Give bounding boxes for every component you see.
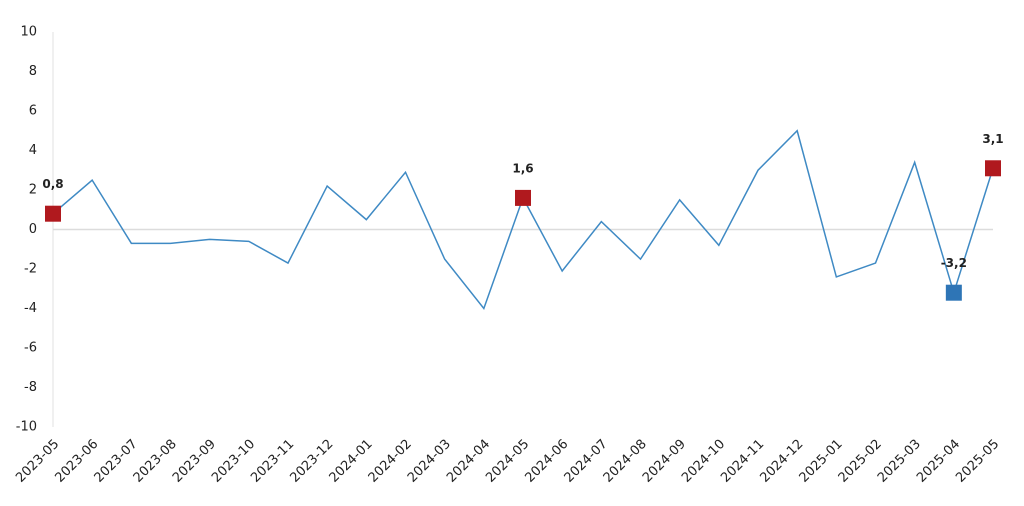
y-tick-label: -2 [24, 262, 37, 277]
value-label: 3,1 [982, 132, 1003, 146]
y-tick-label: 10 [20, 25, 37, 40]
value-label: 1,6 [512, 161, 533, 175]
y-tick-label: 8 [29, 64, 37, 79]
y-tick-label: -6 [24, 341, 37, 356]
y-tick-label: -10 [16, 420, 37, 435]
y-tick-label: -8 [24, 380, 37, 395]
marker [45, 205, 61, 222]
value-label: -3,2 [941, 256, 967, 270]
y-tick-label: 2 [29, 183, 37, 198]
y-tick-label: 0 [29, 222, 37, 237]
series-line [52, 129, 994, 311]
y-tick-label: -4 [24, 301, 37, 316]
marker [945, 284, 962, 301]
y-tick-label: 6 [29, 104, 37, 119]
marker [985, 160, 1001, 177]
value-label: 0,8 [42, 177, 63, 191]
y-tick-label: 4 [29, 143, 37, 158]
marker [515, 189, 531, 206]
x-tick-label: 2025-05 [953, 437, 1002, 486]
